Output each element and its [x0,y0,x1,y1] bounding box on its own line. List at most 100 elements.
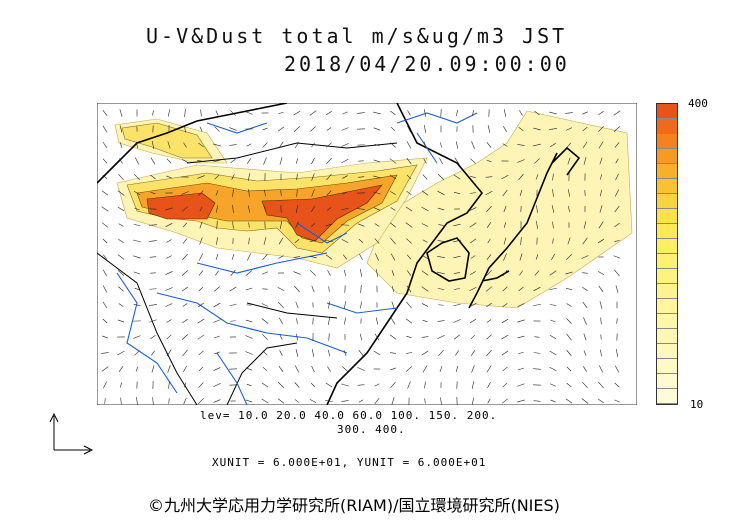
wind-vector [247,253,251,261]
wind-vector [469,318,477,324]
wind-vector [117,270,125,276]
wind-vector [567,157,571,165]
wind-vector [198,382,204,388]
wind-vector [264,206,266,212]
legend-color-cell [657,179,677,194]
wind-vector [197,318,205,324]
wind-vector [198,366,204,372]
chart-timestamp: 2018/04/20.09:00:00 [284,52,570,76]
wind-vector [390,222,396,228]
wind-vector [374,333,380,341]
wind-vector [117,206,125,212]
wind-vector [262,253,268,261]
wind-vector [247,205,251,213]
wind-vector [118,286,124,292]
wind-vector [151,141,155,149]
wind-vector [582,111,588,115]
legend-color-cell [657,209,677,224]
wind-vector [134,207,140,211]
wind-vector [406,336,412,338]
wind-vector [600,174,602,180]
wind-vector [581,255,589,259]
wind-vector [613,126,621,132]
wind-vector [166,349,172,357]
wind-vector [295,158,299,164]
wind-vector [216,205,218,213]
wind-vector [533,303,541,307]
wind-vector [197,302,205,308]
wind-vector [326,127,332,131]
wind-vector [503,126,507,132]
wind-vector [565,398,573,404]
wind-vector [102,125,108,133]
wind-vector [150,191,156,195]
wind-vector [422,254,428,260]
wind-vector [263,237,267,245]
wind-vector [453,192,461,194]
legend-color-cell [657,134,677,149]
wind-vector [311,365,315,373]
wind-vector [440,397,442,405]
wind-vector [150,174,156,180]
wind-vector [101,222,109,228]
wind-vector [469,192,477,194]
wind-vector [232,221,234,229]
wind-vector [551,205,555,213]
wind-vector [552,173,554,181]
legend-color-cell [657,269,677,284]
wind-vector [199,237,203,245]
wind-vector [120,397,122,405]
wind-vector [405,366,413,372]
wind-vector [120,382,122,388]
wind-vector [310,126,316,132]
wind-vector [152,110,154,116]
border-lines [97,142,398,405]
wind-vector [567,237,571,245]
wind-vector [165,223,173,227]
wind-vector [454,288,460,290]
wind-vector [213,143,221,147]
wind-vector [566,303,572,307]
wind-vector [502,286,508,292]
wind-vector [520,236,522,246]
wind-vector [517,367,525,371]
wind-vector [533,400,541,402]
legend-color-cell [657,344,677,359]
wind-vector [374,383,380,387]
wind-vector [487,398,491,404]
wind-vector [455,141,459,149]
wind-vector [182,238,188,244]
wind-vector [166,334,172,340]
wind-vector [549,304,557,306]
wind-vector [486,302,492,308]
wind-vector [582,237,588,245]
wind-vector [264,189,266,197]
wind-vector [117,254,125,260]
wind-vector [279,350,283,356]
wind-vector [549,142,557,148]
wind-vector [184,108,186,118]
wind-vector [390,352,396,354]
wind-vector [261,398,269,404]
wind-vector [455,366,459,372]
wind-vector [119,125,123,133]
wind-vector [168,398,170,404]
wind-vector [357,367,365,371]
color-scale-legend [656,103,678,405]
wind-vector [406,157,412,165]
wind-vector [341,383,349,387]
wind-vector [469,207,477,211]
wind-vector [614,189,620,197]
wind-vector [167,109,171,117]
wind-vector [437,288,445,290]
wind-vector [198,270,204,276]
wind-vector [133,190,141,196]
coastline-asia [97,103,484,405]
wind-vector [357,223,365,227]
wind-vector [166,239,172,243]
wind-vector [296,189,298,197]
wind-vector [406,301,412,309]
wind-vector [501,398,509,404]
wind-vector [390,110,396,116]
wind-vector [213,159,221,163]
